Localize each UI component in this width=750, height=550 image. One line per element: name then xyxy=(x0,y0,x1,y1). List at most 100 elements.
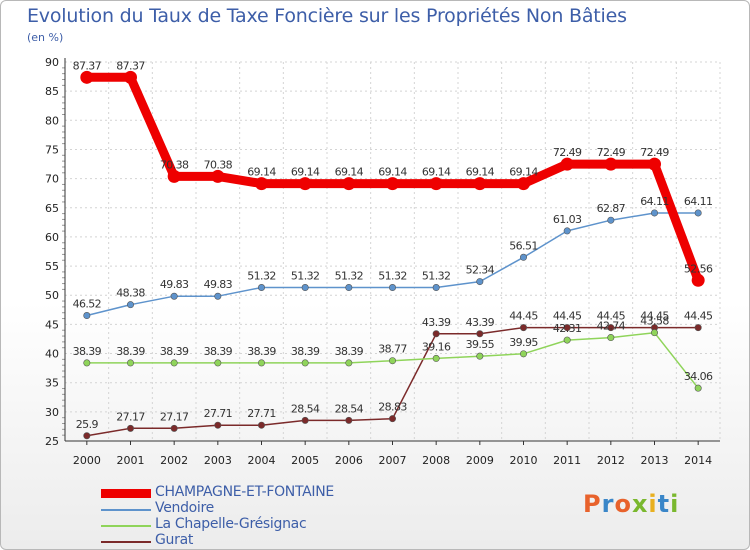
data-label: 70.38 xyxy=(204,158,233,171)
axes: 25 30 35 40 45 50 55 60 65 70 75 80 85 90 2000 2001 2002… xyxy=(45,56,720,467)
data-label: 52.34 xyxy=(466,264,495,277)
data-point xyxy=(83,359,91,367)
y-tick-label: 30 xyxy=(45,406,59,419)
data-point xyxy=(388,284,396,292)
data-label: 39.16 xyxy=(422,340,451,353)
logo-letter: x xyxy=(631,490,649,518)
data-point xyxy=(170,359,178,367)
legend-label: La Chapelle-Grésignac xyxy=(155,516,307,532)
data-label: 51.32 xyxy=(378,270,407,283)
data-label: 38.39 xyxy=(160,345,189,358)
data-point xyxy=(301,284,309,292)
legend-swatch xyxy=(101,541,151,543)
data-label: 43.58 xyxy=(640,315,669,328)
data-label: 51.32 xyxy=(335,270,364,283)
data-point xyxy=(127,301,135,309)
data-point xyxy=(519,350,527,358)
data-point xyxy=(432,284,440,292)
data-label: 69.14 xyxy=(466,166,495,179)
data-label: 25.9 xyxy=(76,418,99,431)
data-point xyxy=(473,177,487,191)
x-tick-label: 2005 xyxy=(291,454,319,467)
legend-label: CHAMPAGNE-ET-FONTAINE xyxy=(155,484,334,500)
data-label: 38.39 xyxy=(204,345,233,358)
data-label: 56.51 xyxy=(509,239,538,252)
data-point xyxy=(301,416,309,424)
x-tick-label: 2009 xyxy=(466,454,494,467)
y-tick-label: 25 xyxy=(45,435,59,448)
y-tick-label: 55 xyxy=(45,260,59,273)
logo-letter: r xyxy=(601,490,615,518)
x-tick-label: 2004 xyxy=(248,454,276,467)
x-tick-label: 2007 xyxy=(379,454,407,467)
y-tick-label: 75 xyxy=(45,143,59,156)
y-tick-label: 80 xyxy=(45,114,59,127)
data-label: 51.32 xyxy=(422,270,451,283)
data-point xyxy=(342,177,356,191)
data-label: 62.87 xyxy=(597,202,626,215)
data-label: 72.49 xyxy=(640,146,669,159)
data-point xyxy=(255,177,268,191)
x-tick-label: 2002 xyxy=(160,454,188,467)
data-point xyxy=(604,157,618,171)
logo-letter: i xyxy=(648,490,658,518)
legend-label: Gurat xyxy=(155,532,194,548)
data-point xyxy=(345,359,353,367)
data-point xyxy=(167,169,181,183)
x-tick-label: 2006 xyxy=(335,454,363,467)
data-point xyxy=(388,357,396,365)
x-tick-label: 2008 xyxy=(422,454,450,467)
logo-letter: P xyxy=(583,490,602,518)
y-tick-label: 65 xyxy=(45,202,59,215)
y-tick-label: 45 xyxy=(45,318,59,331)
legend-label: Vendoire xyxy=(155,500,214,516)
series-lines xyxy=(80,70,705,440)
x-tick-label: 2003 xyxy=(204,454,232,467)
data-point xyxy=(560,157,574,171)
data-label: 72.49 xyxy=(553,146,582,159)
data-label: 38.39 xyxy=(291,345,320,358)
data-label: 44.45 xyxy=(509,310,538,323)
data-point xyxy=(388,415,396,423)
proxiti-logo: Proxiti xyxy=(583,490,679,518)
x-tick-label: 2011 xyxy=(553,454,581,467)
x-tick-label: 2010 xyxy=(510,454,538,467)
legend-swatch xyxy=(101,509,151,511)
data-point xyxy=(432,330,440,338)
data-point xyxy=(650,209,658,217)
data-point xyxy=(127,359,135,367)
data-label: 49.83 xyxy=(204,278,233,291)
data-label: 87.37 xyxy=(116,59,145,72)
data-label: 49.83 xyxy=(160,278,189,291)
data-point xyxy=(257,284,265,292)
data-point xyxy=(563,324,571,332)
y-tick-label: 85 xyxy=(45,85,59,98)
data-label: 27.17 xyxy=(160,410,189,423)
data-label: 46.52 xyxy=(73,298,102,311)
data-point xyxy=(694,324,702,332)
series-line xyxy=(86,212,699,317)
data-point xyxy=(211,169,225,183)
data-label: 38.39 xyxy=(116,345,145,358)
data-point xyxy=(345,416,353,424)
data-label: 51.32 xyxy=(247,270,276,283)
data-label: 69.14 xyxy=(291,166,320,179)
data-point xyxy=(386,177,399,191)
data-label: 48.38 xyxy=(116,287,145,300)
data-label: 44.45 xyxy=(553,310,582,323)
grid xyxy=(64,61,721,442)
data-label: 69.14 xyxy=(335,166,364,179)
y-tick-label: 90 xyxy=(45,56,59,69)
data-point xyxy=(257,421,265,429)
y-tick-label: 40 xyxy=(45,348,59,361)
data-labels: 87.37 87.37 70.38 70.38 69.14 69.14 69.14 69.14… xyxy=(73,59,714,431)
data-label: 28.54 xyxy=(291,402,320,415)
data-label: 44.45 xyxy=(640,310,669,323)
data-label: 27.71 xyxy=(204,407,233,420)
data-label: 72.49 xyxy=(597,146,626,159)
data-label: 69.14 xyxy=(378,166,407,179)
legend-swatch xyxy=(101,489,151,498)
data-point xyxy=(429,177,443,191)
unit-label: (en %) xyxy=(27,31,64,44)
